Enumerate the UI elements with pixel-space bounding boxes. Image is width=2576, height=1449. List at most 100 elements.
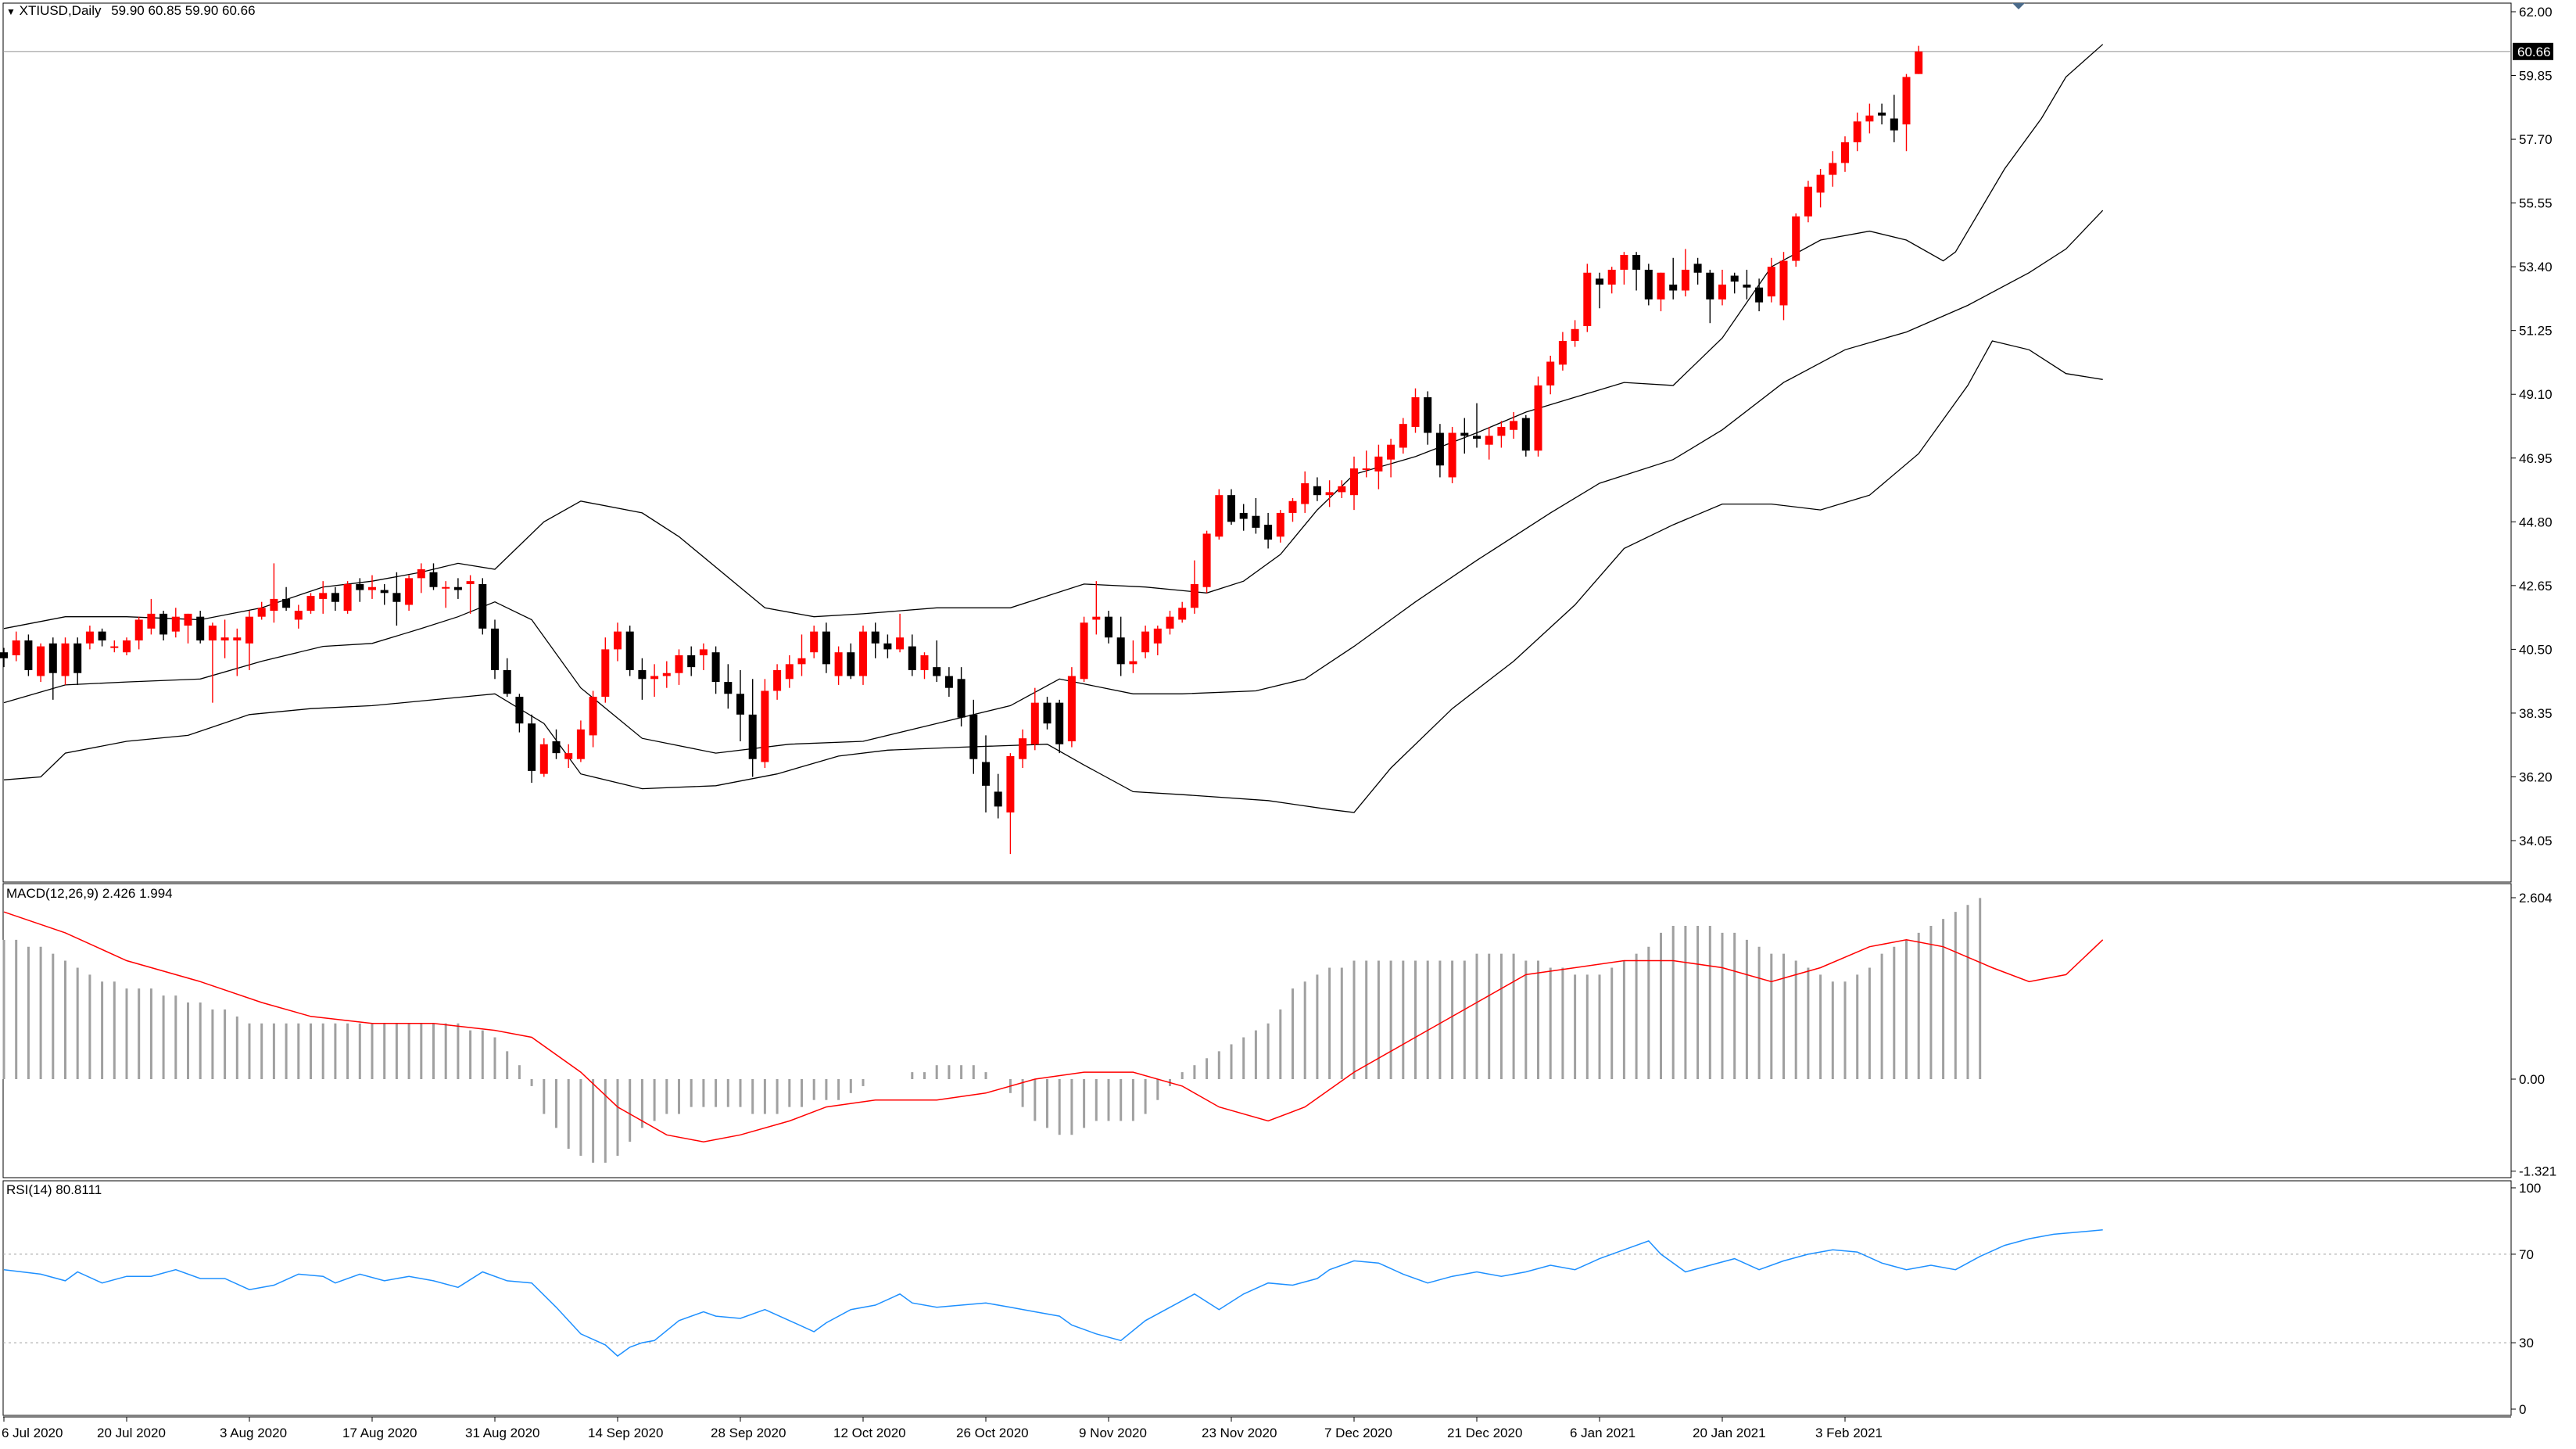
candle-body xyxy=(294,611,303,620)
candle-body xyxy=(1755,287,1764,303)
candle-body xyxy=(405,578,414,605)
price-tick-label: 55.55 xyxy=(2519,196,2553,211)
candle-body xyxy=(184,613,192,626)
candle-body xyxy=(552,741,561,754)
candle-body xyxy=(453,586,462,590)
candle-body xyxy=(933,667,941,676)
candle-body xyxy=(356,583,364,590)
price-tick-label: 40.50 xyxy=(2519,642,2553,657)
macd-panel xyxy=(2,898,2104,1163)
candle-body xyxy=(1718,284,1726,299)
candle-body xyxy=(491,628,499,670)
candle-body xyxy=(1571,328,1579,341)
candle-body xyxy=(748,714,757,759)
candle-body xyxy=(761,690,769,762)
candle-body xyxy=(123,640,131,653)
candle-body xyxy=(994,791,1002,807)
date-tick-label: 7 Dec 2020 xyxy=(1324,1426,1392,1440)
candle-body xyxy=(1607,269,1616,285)
candle-body xyxy=(368,586,376,590)
price-tick-label: 42.65 xyxy=(2519,579,2553,594)
candle-body xyxy=(1473,436,1481,439)
candle-body xyxy=(282,598,291,608)
candle-body xyxy=(1632,254,1641,270)
price-tick-label: 51.25 xyxy=(2519,324,2553,339)
candle-body xyxy=(442,586,450,589)
candle-body xyxy=(834,652,843,676)
candle-body xyxy=(1657,272,1665,299)
candle-body xyxy=(871,631,880,644)
candle-body xyxy=(24,640,33,670)
candle-body xyxy=(1583,272,1592,327)
candle-body xyxy=(1166,616,1174,629)
candle-body xyxy=(1915,51,1923,74)
candle-body xyxy=(724,682,733,694)
candle-body xyxy=(503,669,511,694)
candle-body xyxy=(1129,661,1138,665)
candle-body xyxy=(576,729,585,759)
candle-body xyxy=(1853,121,1861,142)
candle-body xyxy=(245,616,253,644)
candle-body xyxy=(1743,284,1751,288)
candle-body xyxy=(539,744,548,774)
candle-body xyxy=(1693,264,1702,273)
candle-body xyxy=(380,590,389,594)
candle-body xyxy=(1153,628,1162,644)
candle-body xyxy=(920,655,929,670)
macd-panel-frame xyxy=(2,883,2512,1178)
candle-body xyxy=(1202,533,1211,587)
price-tick-label: 53.40 xyxy=(2519,260,2553,274)
candle-body xyxy=(85,631,94,644)
candle-body xyxy=(957,679,966,718)
candle-body xyxy=(319,593,328,599)
rsi-panel-frame xyxy=(2,1180,2512,1416)
candle-body xyxy=(1865,115,1874,122)
candle-body xyxy=(662,672,671,676)
candle-body xyxy=(1558,340,1567,365)
rsi-tick-label: 70 xyxy=(2519,1247,2534,1262)
candle-body xyxy=(1485,436,1493,445)
macd-label: MACD(12,26,9) 2.426 1.994 xyxy=(6,886,173,901)
date-tick-label: 28 Sep 2020 xyxy=(711,1426,786,1440)
price-panel-frame xyxy=(2,2,2512,883)
candle-body xyxy=(61,643,70,676)
date-tick-label: 9 Nov 2020 xyxy=(1079,1426,1147,1440)
price-tick-label: 49.10 xyxy=(2519,387,2553,402)
candle-body xyxy=(1890,118,1898,131)
macd-tick-label: -1.321 xyxy=(2519,1164,2556,1179)
candle-body xyxy=(650,676,659,680)
candle-body xyxy=(1067,676,1076,741)
candle-body xyxy=(1497,426,1506,436)
candle-body xyxy=(37,646,45,676)
candle-body xyxy=(208,626,217,641)
candle-body xyxy=(1301,483,1309,504)
candle-body xyxy=(270,598,278,612)
date-tick-label: 6 Jan 2021 xyxy=(1570,1426,1636,1440)
price-tick-label: 46.95 xyxy=(2519,451,2553,466)
chart-header: ▼ XTIUSD,Daily 59.90 60.85 59.90 60.66 xyxy=(6,3,256,19)
date-tick-label: 23 Nov 2020 xyxy=(1202,1426,1277,1440)
candle-body xyxy=(1510,421,1518,430)
candle-body xyxy=(147,613,156,629)
candle-body xyxy=(1841,142,1849,163)
date-tick-label: 17 Aug 2020 xyxy=(342,1426,417,1440)
candle-body xyxy=(982,762,990,786)
candle-body xyxy=(908,646,916,670)
collapse-triangle-icon[interactable]: ▼ xyxy=(6,6,16,17)
candle-body xyxy=(785,664,794,680)
candle-body xyxy=(1779,260,1788,306)
candle-body xyxy=(1669,284,1678,291)
candle-body xyxy=(1105,616,1112,638)
candle-body xyxy=(822,631,830,665)
candle-body xyxy=(1546,361,1555,386)
candle-body xyxy=(601,649,610,698)
candle-body xyxy=(257,608,266,617)
candle-body xyxy=(883,643,892,650)
candle-body xyxy=(1006,755,1015,812)
rsi-line xyxy=(3,1229,2103,1358)
candle-body xyxy=(98,631,106,641)
candle-body xyxy=(1325,492,1334,496)
candle-body xyxy=(969,714,978,759)
candle-body xyxy=(392,593,401,602)
candle-body xyxy=(810,631,819,653)
